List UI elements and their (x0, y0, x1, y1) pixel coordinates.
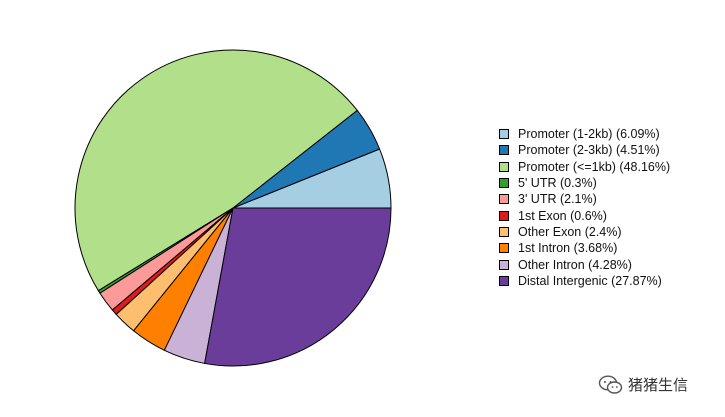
legend-item-2: Promoter (<=1kb) (48.16%) (499, 159, 670, 175)
watermark: 猪猪生信 (598, 374, 688, 395)
legend-item-3: 5' UTR (0.3%) (499, 175, 670, 191)
legend-item-7: 1st Intron (3.68%) (499, 240, 670, 256)
legend-label-8: Other Intron (4.28%) (518, 257, 632, 272)
legend-label-4: 3' UTR (2.1%) (518, 192, 597, 207)
legend-item-5: 1st Exon (0.6%) (499, 207, 670, 223)
legend-swatch-6 (499, 226, 509, 237)
legend-swatch-1 (499, 145, 509, 156)
legend-label-0: Promoter (1-2kb) (6.09%) (518, 127, 660, 142)
legend-label-1: Promoter (2-3kb) (4.51%) (518, 143, 660, 158)
legend-swatch-8 (499, 259, 509, 270)
legend-item-8: Other Intron (4.28%) (499, 256, 670, 272)
legend-label-7: 1st Intron (3.68%) (518, 241, 618, 256)
pie-slice-2 (74, 49, 358, 292)
chart-legend: Promoter (1-2kb) (6.09%) Promoter (2-3kb)… (499, 126, 670, 289)
legend-item-1: Promoter (2-3kb) (4.51%) (499, 142, 670, 158)
legend-swatch-5 (499, 210, 509, 221)
legend-swatch-9 (499, 275, 509, 286)
pie-slice-9 (204, 207, 392, 367)
legend-label-9: Distal Intergenic (27.87%) (518, 273, 662, 288)
legend-swatch-3 (499, 178, 509, 189)
legend-swatch-0 (499, 129, 509, 140)
legend-label-5: 1st Exon (0.6%) (518, 208, 607, 223)
legend-item-4: 3' UTR (2.1%) (499, 191, 670, 207)
legend-item-6: Other Exon (2.4%) (499, 224, 670, 240)
watermark-text: 猪猪生信 (628, 377, 689, 394)
legend-item-9: Distal Intergenic (27.87%) (499, 273, 670, 289)
legend-swatch-4 (499, 194, 509, 205)
legend-label-2: Promoter (<=1kb) (48.16%) (518, 159, 671, 174)
legend-swatch-2 (499, 161, 509, 172)
wechat-icon (598, 374, 624, 395)
legend-item-0: Promoter (1-2kb) (6.09%) (499, 126, 670, 142)
legend-swatch-7 (499, 243, 509, 254)
legend-label-3: 5' UTR (0.3%) (518, 176, 597, 191)
legend-label-6: Other Exon (2.4%) (518, 224, 622, 239)
